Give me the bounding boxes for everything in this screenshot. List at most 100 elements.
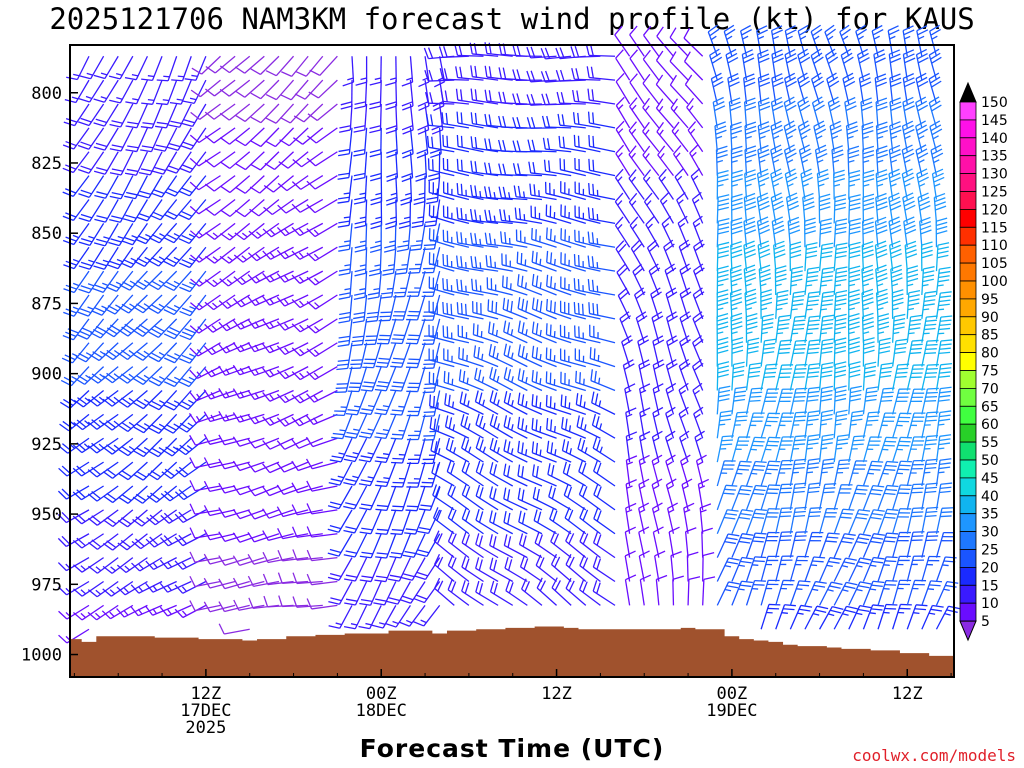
barb-staff [758,269,762,296]
barb-full [545,323,548,335]
barb-half [746,331,753,335]
barb-half [452,424,456,431]
barb-full [121,303,133,311]
barb-full [218,555,226,566]
barb-full [204,135,215,144]
barb-staff [592,590,616,606]
barb-staff [73,270,90,293]
barb-staff [290,79,309,101]
barb-full [164,357,175,364]
barb-full [588,302,591,314]
barb-full [680,339,691,347]
barb-full [728,77,740,84]
barb-full [572,112,576,124]
barb-full [576,90,580,102]
barb-full [744,81,756,88]
barb-staff [760,508,770,534]
barb-staff [270,246,294,260]
wind-barb [262,270,294,283]
barb-full [667,363,678,371]
barb-staff [446,471,470,487]
barb-full [488,138,492,151]
barb-full [276,226,286,237]
barb-full [479,487,484,499]
wind-barb [343,437,368,463]
barb-half [745,283,752,287]
wind-barb [716,557,740,582]
barb-full [717,369,729,374]
wind-barb [276,506,309,518]
barb-half [298,300,305,307]
barb-full [568,533,575,545]
barb-staff [533,520,557,535]
wind-barb [669,74,689,105]
barb-staff [296,533,323,538]
barb-full [328,600,340,605]
barb-half [313,395,319,401]
barb-full [694,291,705,300]
wind-barb [692,311,704,343]
barb-full [503,439,507,451]
barb-full [442,301,445,314]
barb-staff [760,580,769,606]
barb-full [305,436,314,448]
wind-barb [639,407,651,439]
wind-barb [234,55,265,74]
wind-barb [561,439,587,463]
barb-staff [228,103,251,121]
barb-half [679,222,686,228]
barb-staff [756,173,762,200]
wind-barb [489,557,514,583]
barb-full [741,29,752,36]
wind-barb [548,485,572,511]
barb-full [354,244,367,249]
barb-full [771,96,783,103]
barb-full [352,320,365,324]
barb-full [717,345,729,350]
barb-full [306,371,316,380]
barb-full [179,444,190,453]
barb-full [232,319,241,330]
barb-half [678,199,684,205]
barb-staff [560,263,586,272]
barb-staff [551,563,572,582]
barb-staff [743,245,748,272]
barb-full [772,57,784,64]
barb-full [729,97,741,103]
wind-barb [117,413,148,432]
wind-barb [417,509,441,535]
wind-barb [327,509,353,533]
barb-full [772,81,784,88]
barb-staff [364,103,368,130]
barb-full [91,442,101,452]
barb-half [298,276,305,282]
barb-full [658,168,667,179]
wind-barb [365,294,382,323]
wind-barb [76,318,105,340]
barb-half [781,612,788,614]
barb-staff [424,56,430,83]
barb-full [717,241,730,246]
barb-full [411,220,424,224]
wind-barb [153,127,178,152]
barb-full [663,239,674,248]
barb-staff [684,61,704,81]
barb-full [232,342,241,353]
barb-full [354,248,366,253]
barb-full [762,313,774,318]
barb-full [392,338,404,341]
barb-half [225,323,231,330]
barb-full [460,232,463,244]
barb-full [369,105,381,110]
barb-full [740,560,752,564]
barb-full [218,601,226,612]
barb-full [744,253,757,259]
barb-full [758,244,770,251]
barb-full [331,436,343,440]
barb-half [181,586,187,592]
barb-full [730,312,743,318]
barb-staff [693,270,704,296]
wind-barb [148,342,178,363]
barb-full [339,311,351,316]
barb-full [119,284,131,291]
